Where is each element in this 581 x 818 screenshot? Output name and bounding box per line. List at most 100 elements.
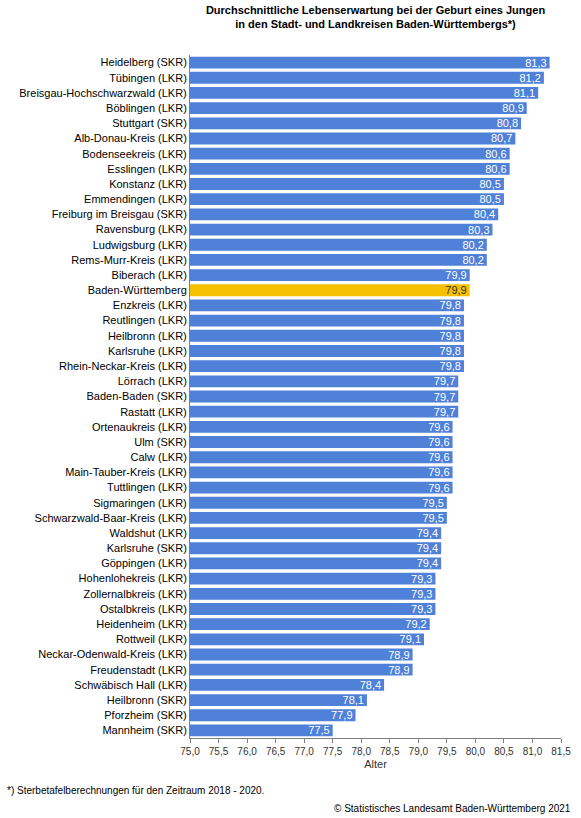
svg-text:Heilbronn (LKR): Heilbronn (LKR) [108, 330, 187, 342]
svg-text:Ortenaukreis (LKR): Ortenaukreis (LKR) [92, 421, 187, 433]
svg-text:80,3: 80,3 [468, 224, 489, 236]
svg-text:Stuttgart (SKR): Stuttgart (SKR) [112, 117, 187, 129]
svg-text:79,0: 79,0 [409, 746, 429, 757]
svg-text:Emmendingen (LKR): Emmendingen (LKR) [84, 193, 187, 205]
svg-text:78,0: 78,0 [351, 746, 371, 757]
svg-text:78,5: 78,5 [380, 746, 400, 757]
svg-text:78,9: 78,9 [388, 664, 409, 676]
svg-text:Mannheim (SKR): Mannheim (SKR) [102, 724, 186, 736]
svg-text:Heidenheim (LKR): Heidenheim (LKR) [96, 618, 186, 630]
svg-text:Waldshut (LKR): Waldshut (LKR) [110, 527, 187, 539]
svg-text:79,6: 79,6 [428, 436, 449, 448]
svg-text:78,4: 78,4 [360, 679, 381, 691]
svg-text:*) Sterbetafelberechnungen für: *) Sterbetafelberechnungen für den Zeitr… [7, 785, 264, 796]
svg-text:77,5: 77,5 [308, 724, 329, 736]
svg-text:80,2: 80,2 [462, 239, 483, 251]
svg-text:80,7: 80,7 [491, 132, 512, 144]
svg-text:79,9: 79,9 [445, 284, 466, 296]
svg-text:Durchschnittliche Lebenserwart: Durchschnittliche Lebenserwartung bei de… [206, 4, 546, 30]
svg-text:77,9: 77,9 [331, 709, 352, 721]
svg-text:Esslingen (LKR): Esslingen (LKR) [107, 163, 186, 175]
svg-text:76,0: 76,0 [237, 746, 257, 757]
svg-text:Karlsruhe (SKR): Karlsruhe (SKR) [107, 542, 187, 554]
svg-text:79,6: 79,6 [428, 421, 449, 433]
svg-text:79,7: 79,7 [434, 406, 455, 418]
svg-text:81,2: 81,2 [519, 72, 540, 84]
svg-text:79,8: 79,8 [440, 330, 461, 342]
svg-text:79,2: 79,2 [405, 618, 426, 630]
svg-text:79,6: 79,6 [428, 482, 449, 494]
svg-text:Schwäbisch Hall (LKR): Schwäbisch Hall (LKR) [74, 679, 186, 691]
svg-text:79,5: 79,5 [422, 497, 443, 509]
svg-text:75,0: 75,0 [180, 746, 200, 757]
svg-text:Hohenlohekreis (LKR): Hohenlohekreis (LKR) [79, 572, 187, 584]
svg-text:80,5: 80,5 [479, 193, 500, 205]
svg-text:79,5: 79,5 [437, 746, 457, 757]
svg-text:Neckar-Odenwald-Kreis (LKR): Neckar-Odenwald-Kreis (LKR) [38, 648, 187, 660]
svg-text:Ludwigsburg (LKR): Ludwigsburg (LKR) [93, 239, 187, 251]
svg-text:79,3: 79,3 [411, 603, 432, 615]
svg-text:77,0: 77,0 [294, 746, 314, 757]
svg-text:Sigmaringen (LKR): Sigmaringen (LKR) [93, 497, 187, 509]
svg-text:79,4: 79,4 [417, 542, 438, 554]
svg-text:80,0: 80,0 [466, 746, 486, 757]
svg-text:Baden-Baden (SKR): Baden-Baden (SKR) [87, 390, 187, 402]
svg-text:Konstanz (LKR): Konstanz (LKR) [109, 178, 187, 190]
svg-text:Ulm (SKR): Ulm (SKR) [134, 436, 187, 448]
svg-text:81,3: 81,3 [525, 57, 546, 69]
svg-text:Tuttlingen (LKR): Tuttlingen (LKR) [107, 481, 187, 493]
svg-text:Enzkreis (LKR): Enzkreis (LKR) [113, 299, 187, 311]
svg-text:Reutlingen (LKR): Reutlingen (LKR) [102, 314, 186, 326]
svg-text:81,1: 81,1 [514, 87, 535, 99]
svg-text:Bodenseekreis (LKR): Bodenseekreis (LKR) [82, 148, 187, 160]
svg-text:Freiburg im Breisgau (SKR): Freiburg im Breisgau (SKR) [52, 208, 187, 220]
svg-text:79,7: 79,7 [434, 375, 455, 387]
svg-text:Tübingen (LKR): Tübingen (LKR) [109, 72, 187, 84]
svg-text:80,9: 80,9 [502, 102, 523, 114]
svg-text:79,1: 79,1 [400, 633, 421, 645]
svg-text:79,8: 79,8 [440, 315, 461, 327]
svg-text:Böblingen (LKR): Böblingen (LKR) [106, 102, 187, 114]
svg-text:81,0: 81,0 [523, 746, 543, 757]
svg-text:75,5: 75,5 [209, 746, 229, 757]
svg-text:Main-Tauber-Kreis (LKR): Main-Tauber-Kreis (LKR) [65, 466, 187, 478]
svg-text:79,5: 79,5 [422, 512, 443, 524]
svg-text:Schwarzwald-Baar-Kreis (LKR): Schwarzwald-Baar-Kreis (LKR) [35, 512, 187, 524]
svg-text:76,5: 76,5 [266, 746, 286, 757]
svg-text:80,6: 80,6 [485, 148, 506, 160]
svg-text:Lörrach (LKR): Lörrach (LKR) [118, 375, 187, 387]
svg-text:80,5: 80,5 [494, 746, 514, 757]
svg-text:79,4: 79,4 [417, 527, 438, 539]
svg-text:Calw (LKR): Calw (LKR) [131, 451, 187, 463]
svg-text:Heilbronn (SKR): Heilbronn (SKR) [107, 694, 187, 706]
svg-text:80,8: 80,8 [497, 117, 518, 129]
svg-text:79,6: 79,6 [428, 466, 449, 478]
svg-text:Rastatt (LKR): Rastatt (LKR) [120, 406, 187, 418]
svg-text:80,4: 80,4 [474, 208, 495, 220]
svg-text:78,9: 78,9 [388, 649, 409, 661]
svg-text:Breisgau-Hochschwarzwald (LKR): Breisgau-Hochschwarzwald (LKR) [19, 87, 187, 99]
svg-text:Alter: Alter [364, 758, 387, 770]
svg-text:79,8: 79,8 [440, 345, 461, 357]
svg-text:79,7: 79,7 [434, 391, 455, 403]
svg-text:Pforzheim (SKR): Pforzheim (SKR) [104, 709, 187, 721]
svg-text:80,6: 80,6 [485, 163, 506, 175]
svg-text:79,3: 79,3 [411, 588, 432, 600]
svg-text:78,1: 78,1 [343, 694, 364, 706]
svg-text:79,9: 79,9 [445, 269, 466, 281]
svg-text:Heidelberg (SKR): Heidelberg (SKR) [101, 56, 187, 68]
svg-text:81,5: 81,5 [551, 746, 571, 757]
svg-text:Rottweil (LKR): Rottweil (LKR) [116, 633, 187, 645]
svg-text:Baden-Württemberg: Baden-Württemberg [88, 284, 187, 296]
svg-text:79,3: 79,3 [411, 573, 432, 585]
svg-text:79,4: 79,4 [417, 557, 438, 569]
svg-text:Freudenstadt (LKR): Freudenstadt (LKR) [90, 664, 187, 676]
svg-text:77,5: 77,5 [323, 746, 343, 757]
svg-text:Rhein-Neckar-Kreis (LKR): Rhein-Neckar-Kreis (LKR) [59, 360, 187, 372]
svg-text:© Statistisches Landesamt Bade: © Statistisches Landesamt Baden-Württemb… [334, 803, 571, 814]
svg-text:Zollernalbkreis (LKR): Zollernalbkreis (LKR) [83, 588, 186, 600]
svg-text:Karlsruhe (LKR): Karlsruhe (LKR) [108, 345, 187, 357]
svg-text:Ravensburg (LKR): Ravensburg (LKR) [96, 223, 187, 235]
svg-text:Göppingen (LKR): Göppingen (LKR) [101, 557, 187, 569]
svg-text:Rems-Murr-Kreis (LKR): Rems-Murr-Kreis (LKR) [71, 254, 187, 266]
